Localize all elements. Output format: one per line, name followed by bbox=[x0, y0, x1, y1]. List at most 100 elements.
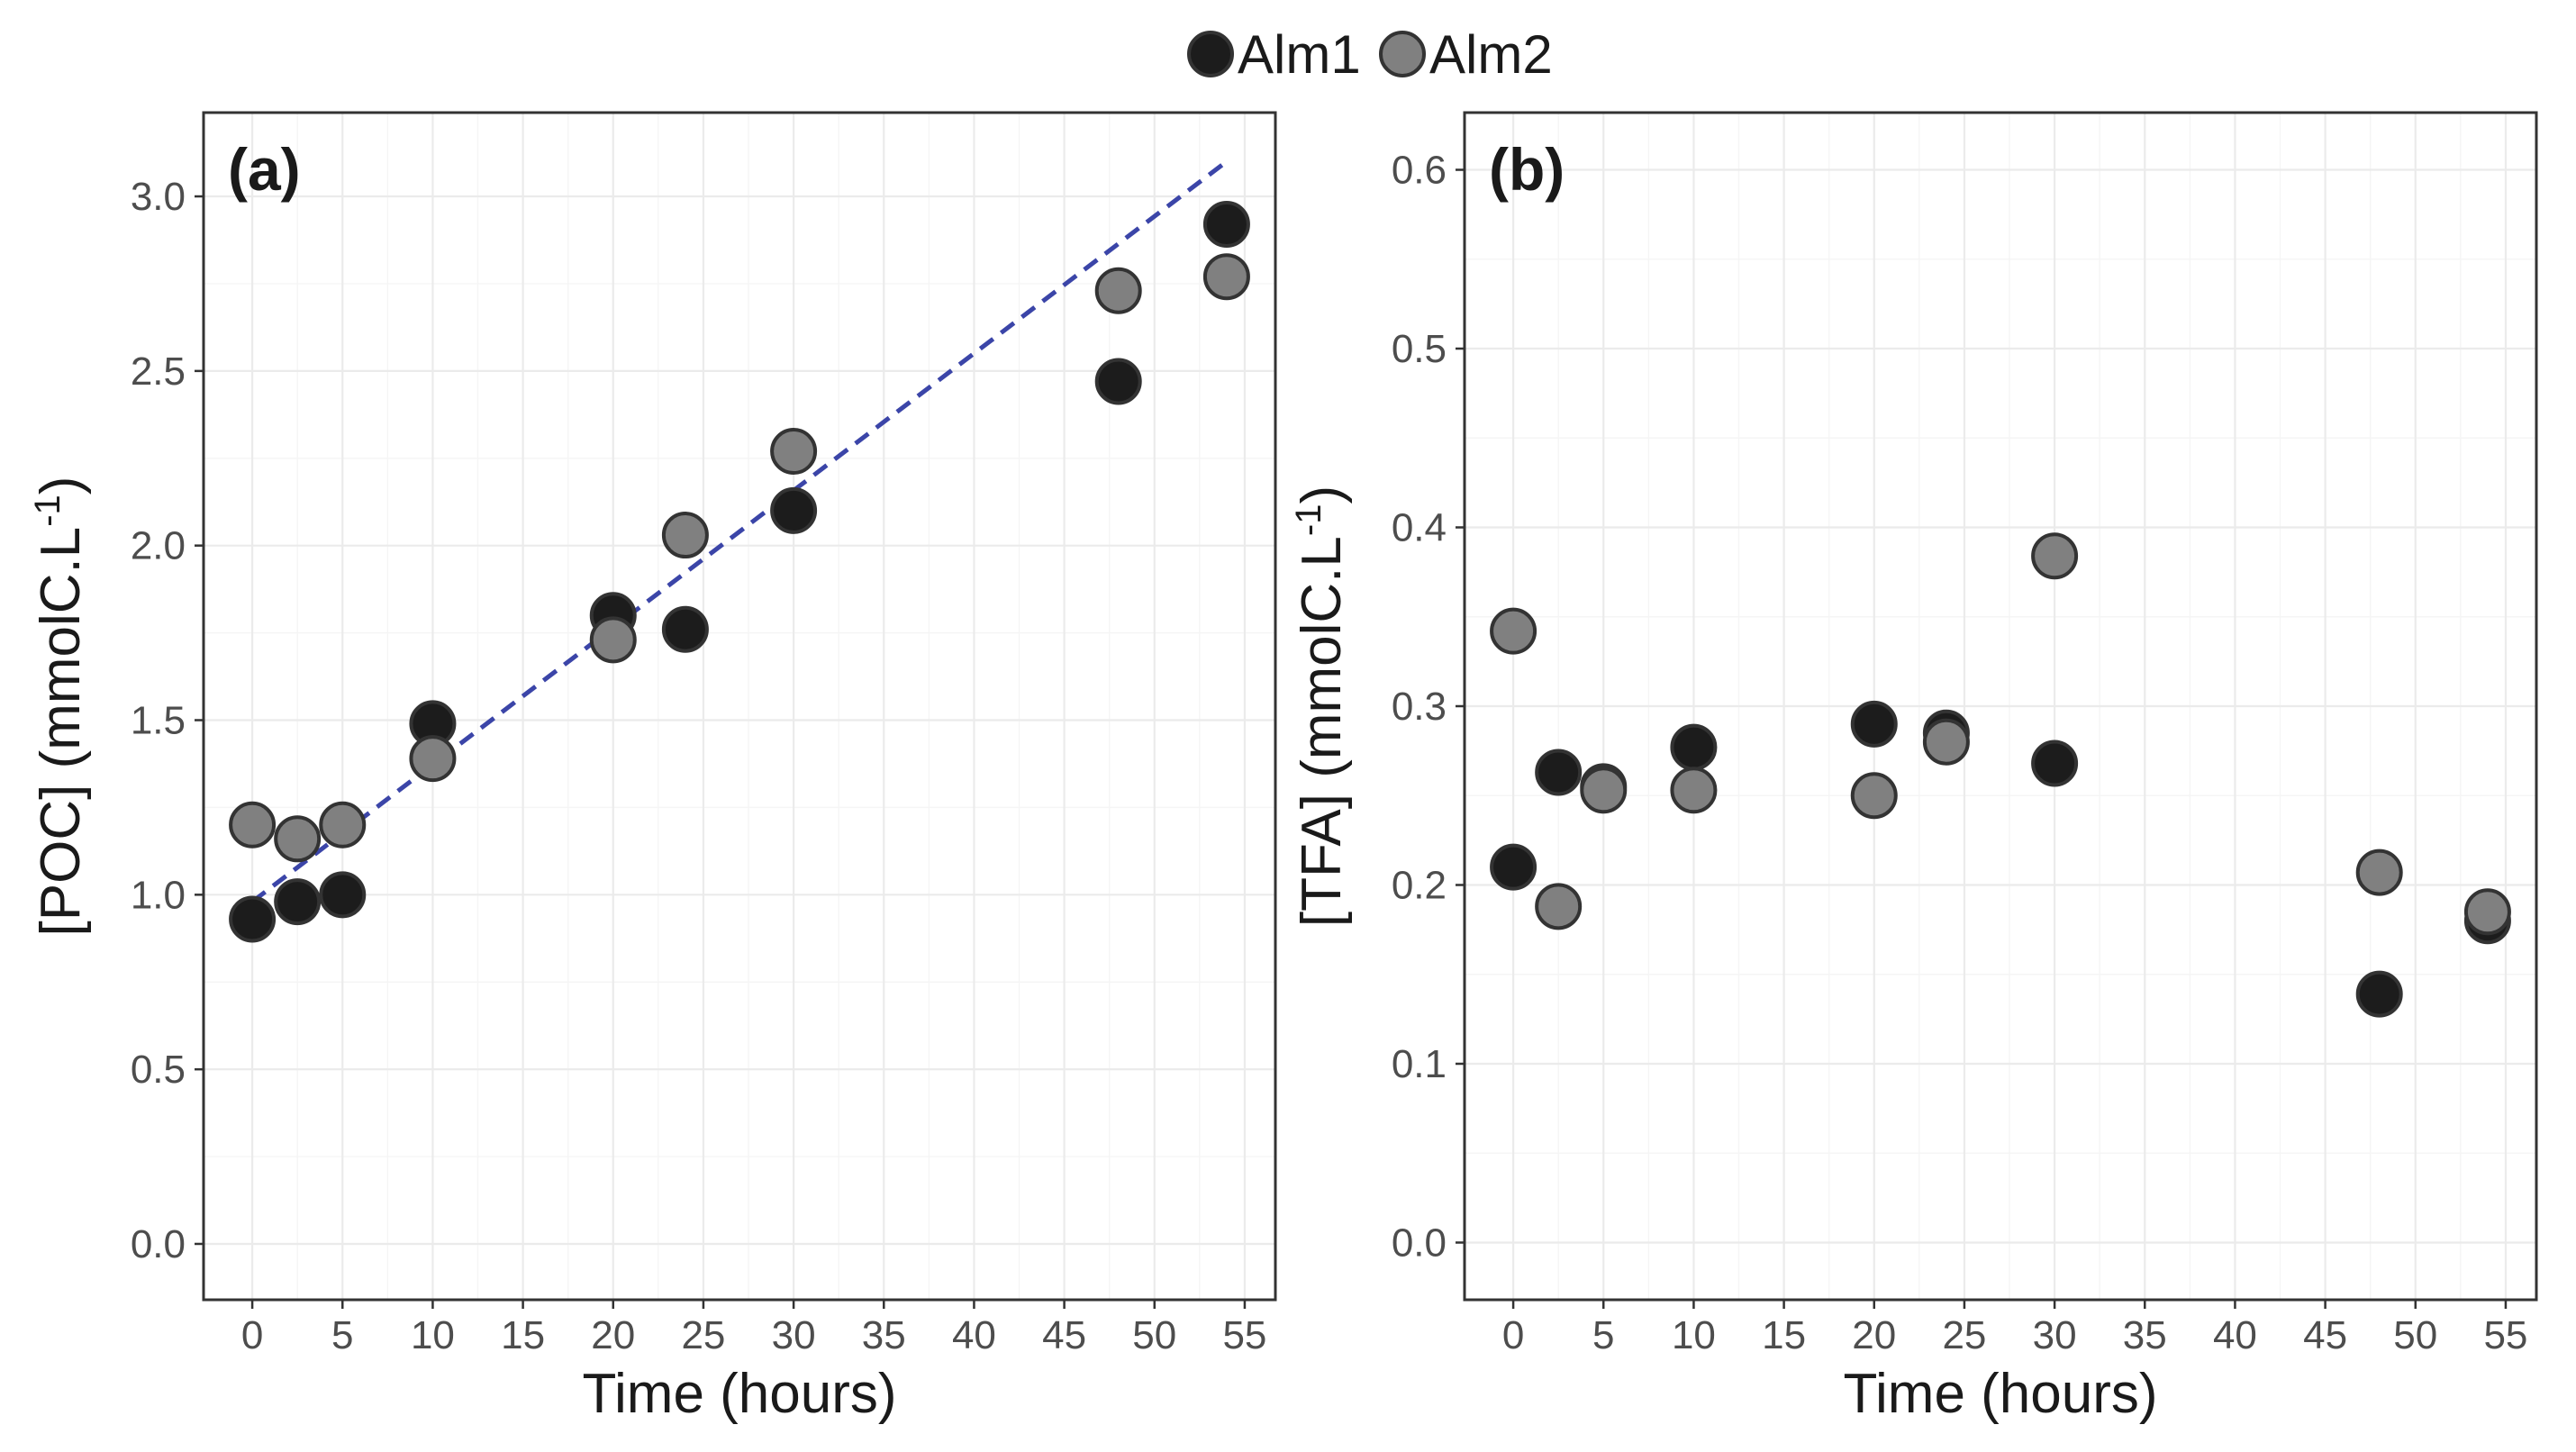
x-tick-label: 5 bbox=[331, 1313, 353, 1357]
data-point-alm2 bbox=[1670, 767, 1718, 814]
x-tick-label: 45 bbox=[1042, 1313, 1086, 1357]
data-point-alm1 bbox=[1535, 749, 1583, 796]
legend-marker-alm1 bbox=[1187, 31, 1234, 77]
y-axis: 0.0 0.1 0.2 0.3 0.4 0.5 0.6 [TFA] (mmolC.L-1) bbox=[1289, 149, 1465, 1265]
y-tick-label: 0.3 bbox=[1392, 685, 1447, 729]
y-tick-label: 1.5 bbox=[131, 699, 186, 743]
y-axis-title-end: ) bbox=[1291, 486, 1353, 504]
data-point-alm1 bbox=[770, 486, 818, 534]
data-point-alm2 bbox=[274, 815, 322, 863]
data-point-alm2 bbox=[1202, 253, 1250, 301]
y-tick-label: 0.0 bbox=[131, 1222, 186, 1266]
x-tick-label: 20 bbox=[1852, 1313, 1896, 1357]
x-axis-title: Time (hours) bbox=[582, 1363, 896, 1425]
legend-marker-alm2 bbox=[1379, 31, 1426, 77]
series-alm2 bbox=[1490, 532, 2511, 936]
panel-border bbox=[202, 111, 1277, 1302]
data-point-alm1 bbox=[1850, 700, 1898, 748]
data-point-alm2 bbox=[1922, 718, 1970, 766]
x-tick-label: 25 bbox=[681, 1313, 725, 1357]
data-point-alm1 bbox=[1094, 358, 1142, 405]
data-point-alm1 bbox=[319, 871, 367, 919]
data-point-alm2 bbox=[229, 801, 277, 849]
data-point-alm2 bbox=[1490, 607, 1537, 655]
y-tick-label: 0.1 bbox=[1392, 1042, 1447, 1086]
data-point-alm1 bbox=[1670, 723, 1718, 771]
y-axis-title: [TFA] (mmolC.L-1) bbox=[1289, 486, 1353, 927]
y-tick-label: 0.0 bbox=[1392, 1221, 1447, 1265]
data-point-alm1 bbox=[2355, 970, 2403, 1018]
x-tick-label: 25 bbox=[1942, 1313, 1986, 1357]
data-point-alm2 bbox=[1535, 883, 1583, 930]
x-tick-label: 55 bbox=[2483, 1313, 2527, 1357]
legend-label-alm1: Alm1 bbox=[1238, 24, 1361, 85]
panel-label: (b) bbox=[1489, 136, 1565, 203]
data-point-alm1 bbox=[274, 878, 322, 926]
y-axis-title: [POC] (mmolC.L-1) bbox=[28, 476, 92, 937]
x-axis-title: Time (hours) bbox=[1843, 1363, 2157, 1425]
series-alm1 bbox=[1490, 700, 2511, 1018]
x-tick-label: 40 bbox=[952, 1313, 996, 1357]
data-point-alm2 bbox=[319, 801, 367, 849]
x-tick-label: 35 bbox=[2123, 1313, 2167, 1357]
fit-line bbox=[250, 159, 1229, 904]
legend-label-alm2: Alm2 bbox=[1429, 24, 1553, 85]
data-point-alm2 bbox=[2031, 532, 2079, 580]
data-point-alm1 bbox=[1490, 843, 1537, 891]
x-tick-label: 0 bbox=[241, 1313, 263, 1357]
y-tick-label: 0.5 bbox=[131, 1048, 186, 1092]
x-tick-label: 5 bbox=[1592, 1313, 1614, 1357]
x-tick-label: 35 bbox=[862, 1313, 906, 1357]
y-tick-label: 1.0 bbox=[131, 873, 186, 917]
x-tick-label: 10 bbox=[411, 1313, 455, 1357]
data-point-alm1 bbox=[1202, 201, 1250, 249]
x-tick-label: 55 bbox=[1222, 1313, 1266, 1357]
x-tick-label: 40 bbox=[2213, 1313, 2257, 1357]
x-tick-label: 45 bbox=[2303, 1313, 2347, 1357]
y-axis-title-superscript: -1 bbox=[28, 495, 68, 527]
legend: Alm1 Alm2 bbox=[1187, 24, 1553, 85]
data-point-alm2 bbox=[2355, 849, 2403, 896]
x-tick-label: 15 bbox=[501, 1313, 545, 1357]
y-tick-label: 0.4 bbox=[1392, 506, 1447, 550]
y-axis: 0.0 0.5 1.0 1.5 2.0 2.5 3.0 [POC] (mmolC.L-1) bbox=[28, 175, 204, 1266]
x-tick-label: 20 bbox=[591, 1313, 635, 1357]
data-point-alm2 bbox=[589, 616, 637, 664]
y-axis-title-end: ) bbox=[30, 476, 92, 495]
x-tick-label: 15 bbox=[1762, 1313, 1806, 1357]
data-point-alm2 bbox=[770, 428, 818, 476]
series-alm1 bbox=[229, 201, 1250, 943]
y-tick-label: 3.0 bbox=[131, 175, 186, 219]
data-point-alm2 bbox=[2463, 888, 2511, 936]
data-point-alm2 bbox=[1850, 772, 1898, 820]
y-tick-label: 0.5 bbox=[1392, 327, 1447, 371]
x-tick-label: 30 bbox=[2033, 1313, 2077, 1357]
data-point-alm2 bbox=[1580, 767, 1628, 814]
x-tick-label: 50 bbox=[1132, 1313, 1176, 1357]
data-point-alm2 bbox=[661, 512, 709, 559]
data-point-alm1 bbox=[661, 605, 709, 653]
panel-b: 0 5 10 15 20 25 30 35 40 45 50 55 Time (hours) 0.0 0.1… bbox=[1289, 111, 2538, 1425]
y-axis-title-main: [TFA] (mmolC.L bbox=[1291, 536, 1353, 927]
data-point-alm1 bbox=[229, 895, 277, 943]
x-tick-label: 30 bbox=[772, 1313, 816, 1357]
y-tick-label: 2.0 bbox=[131, 524, 186, 568]
panel-label: (a) bbox=[228, 136, 301, 203]
panel-a: 0 5 10 15 20 25 30 35 40 45 50 55 Time (hours) 0.0 0.5… bbox=[28, 111, 1277, 1425]
data-point-alm2 bbox=[409, 735, 457, 783]
x-tick-label: 50 bbox=[2393, 1313, 2437, 1357]
y-tick-label: 0.6 bbox=[1392, 149, 1447, 193]
y-tick-label: 2.5 bbox=[131, 349, 186, 394]
data-point-alm2 bbox=[1094, 267, 1142, 314]
x-axis: 0 5 10 15 20 25 30 35 40 45 50 55 Time (hours) bbox=[241, 1300, 1266, 1425]
grid bbox=[204, 113, 1275, 1300]
y-axis-title-main: [POC] (mmolC.L bbox=[30, 527, 92, 937]
x-tick-label: 10 bbox=[1672, 1313, 1716, 1357]
data-point-alm1 bbox=[2031, 740, 2079, 787]
x-tick-label: 0 bbox=[1502, 1313, 1524, 1357]
y-tick-label: 0.2 bbox=[1392, 863, 1447, 907]
x-axis: 0 5 10 15 20 25 30 35 40 45 50 55 Time (hours) bbox=[1502, 1300, 2527, 1425]
series-alm2 bbox=[229, 253, 1250, 863]
grid bbox=[1465, 113, 2536, 1300]
